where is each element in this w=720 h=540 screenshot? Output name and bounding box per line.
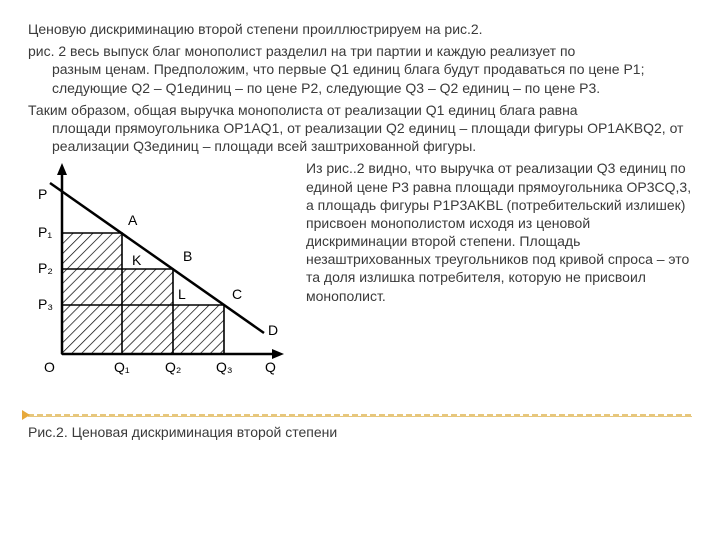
side-paragraph: Из рис..2 видно, что выручка от реализац… [306,159,692,305]
para3-rest: площади прямоугольника OP1AQ1, от реализ… [28,119,692,155]
svg-text:Q₃: Q₃ [216,359,233,375]
svg-text:O: O [44,359,55,375]
svg-text:P₁: P₁ [38,224,52,240]
svg-text:P₂: P₂ [38,260,53,276]
para2-line1: рис. 2 весь выпуск благ монополист разде… [28,43,575,59]
svg-text:L: L [178,286,186,302]
svg-text:D: D [268,322,278,338]
svg-text:K: K [132,252,142,268]
svg-text:P: P [38,186,47,202]
svg-text:B: B [183,248,192,264]
chart: P P₁ P₂ P₃ Q₁ Q₂ Q₃ Q O A K B L C D [28,159,288,393]
paragraph-3: Таким образом, общая выручка монополиста… [28,101,692,156]
svg-text:Q₁: Q₁ [114,359,130,375]
paragraph-1: Ценовую дискриминацию второй степени про… [28,20,692,38]
divider [28,414,692,417]
para2-rest: разным ценам. Предположим, что первые Q1… [28,60,692,96]
figure-block: P P₁ P₂ P₃ Q₁ Q₂ Q₃ Q O A K B L C D Из рис..2 видно, ч… [28,159,692,393]
svg-text:P₃: P₃ [38,296,53,312]
svg-text:Q₂: Q₂ [165,359,181,375]
figure-caption: Рис.2. Ценовая дискриминация второй степ… [28,423,692,441]
para3-line1: Таким образом, общая выручка монополиста… [28,102,578,118]
svg-text:C: C [232,286,242,302]
svg-text:A: A [128,212,138,228]
paragraph-2: рис. 2 весь выпуск благ монополист разде… [28,42,692,97]
svg-text:Q: Q [265,359,276,375]
